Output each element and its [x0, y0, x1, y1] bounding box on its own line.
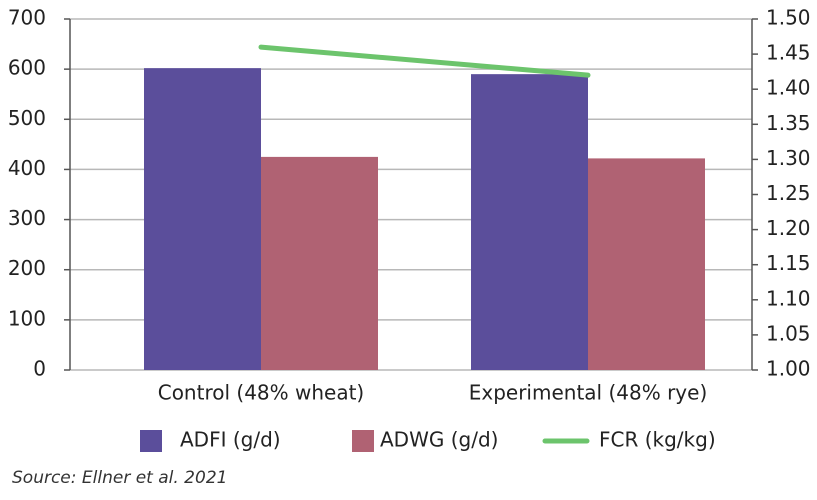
y-tick-label: 700 [8, 6, 46, 30]
legend-label: ADFI (g/d) [180, 428, 281, 452]
legend-swatch [352, 430, 374, 452]
y-tick-label: 300 [8, 206, 46, 230]
y2-tick-label: 1.50 [766, 6, 811, 30]
y-tick-label: 100 [8, 306, 46, 330]
bar [144, 68, 261, 370]
y2-tick-label: 1.20 [766, 216, 811, 240]
y2-tick-label: 1.30 [766, 146, 811, 170]
y-tick-label: 400 [8, 156, 46, 180]
x-tick-label: Control (48% wheat) [158, 381, 365, 405]
y-tick-label: 500 [8, 106, 46, 130]
bar [588, 158, 705, 370]
bar [261, 156, 378, 370]
y2-tick-label: 1.15 [766, 251, 811, 275]
y2-tick-label: 1.00 [766, 357, 811, 381]
bar [471, 74, 588, 371]
y2-tick-label: 1.40 [766, 76, 811, 100]
y2-tick-label: 1.25 [766, 181, 811, 205]
source-note: Source: Ellner et al. 2021 [12, 468, 227, 488]
y2-tick-label: 1.05 [766, 321, 811, 345]
y-tick-label: 200 [8, 256, 46, 280]
y-tick-label: 600 [8, 56, 46, 80]
legend-swatch [140, 430, 162, 452]
x-tick-label: Experimental (48% rye) [469, 381, 708, 405]
legend-label: ADWG (g/d) [380, 428, 498, 452]
fcr-line [258, 44, 591, 78]
y2-tick-label: 1.35 [766, 111, 811, 135]
y-tick-label: 0 [33, 357, 46, 381]
y2-tick-label: 1.10 [766, 286, 811, 310]
y2-tick-label: 1.45 [766, 41, 811, 65]
legend-label: FCR (kg/kg) [599, 428, 716, 452]
